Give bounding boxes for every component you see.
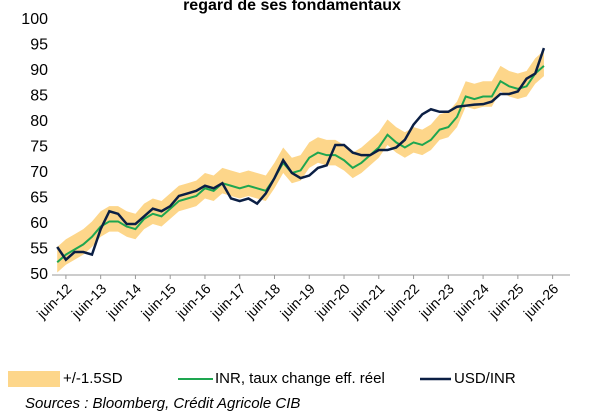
y-tick-label: 75 xyxy=(30,139,48,156)
source: Sources : Bloomberg, Crédit Agricole CIB xyxy=(25,395,300,412)
x-tick-label: juin-26 xyxy=(520,280,562,322)
x-tick-label: juin-19 xyxy=(276,280,318,322)
x-tick-label: juin-16 xyxy=(172,280,214,322)
x-tick-label: juin-15 xyxy=(137,280,179,322)
sd-band xyxy=(57,50,544,273)
y-tick-label: 50 xyxy=(30,266,48,283)
series-line xyxy=(56,47,546,262)
y-tick-label: 65 xyxy=(30,190,48,207)
x-tick-label: juin-23 xyxy=(415,280,457,322)
chart-title: regard de ses fondamentaux xyxy=(183,0,401,14)
x-tick-label: juin-24 xyxy=(450,280,492,322)
x-tick-label: juin-18 xyxy=(241,280,283,322)
y-tick-label: 85 xyxy=(30,88,48,105)
legend-label: +/-1.5SD xyxy=(63,370,123,387)
x-tick-label: juin-17 xyxy=(207,280,249,322)
y-tick-label: 80 xyxy=(30,113,48,130)
legend-label: INR, taux change eff. réel xyxy=(215,370,385,387)
x-tick-label: juin-13 xyxy=(68,280,110,322)
y-tick-label: 55 xyxy=(30,241,48,258)
x-tick-label: juin-14 xyxy=(102,280,144,322)
legend-label: USD/INR xyxy=(454,370,516,387)
x-tick-label: juin-25 xyxy=(485,280,527,322)
y-tick-label: 70 xyxy=(30,164,48,181)
legend-swatch xyxy=(8,371,60,387)
x-tick-label: juin-22 xyxy=(381,280,423,322)
y-tick-label: 95 xyxy=(30,37,48,54)
series-line xyxy=(56,65,545,264)
x-tick-label: juin-21 xyxy=(346,280,388,322)
y-tick-label: 90 xyxy=(30,62,48,79)
x-tick-label: juin-20 xyxy=(311,280,353,322)
x-tick-label: juin-12 xyxy=(33,280,75,322)
y-tick-label: 60 xyxy=(30,215,48,232)
y-tick-label: 100 xyxy=(21,11,48,28)
